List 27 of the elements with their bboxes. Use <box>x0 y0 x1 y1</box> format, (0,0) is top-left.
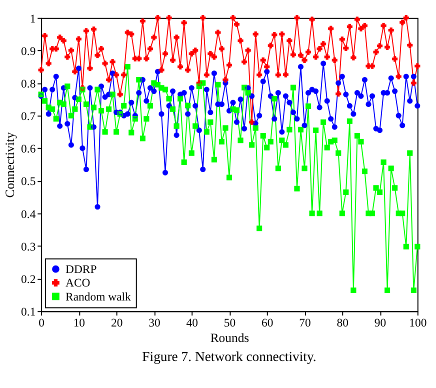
x-tick-label: 90 <box>374 316 386 330</box>
x-axis-title: Rounds <box>210 330 250 345</box>
x-tick-label: 100 <box>409 316 427 330</box>
caption: Figure 7. Network connectivity. <box>142 348 316 364</box>
y-tick-label: 0.4 <box>21 208 36 221</box>
x-tick-label: 60 <box>262 316 274 330</box>
y-tick-label: 0.7 <box>21 110 36 124</box>
legend-label: ACO <box>66 276 90 290</box>
x-tick-label: 80 <box>336 316 349 330</box>
y-tick-label: 0.3 <box>21 240 36 254</box>
y-tick-label: 0.1 <box>21 306 36 319</box>
y-tick-label: 1 <box>30 12 36 26</box>
x-tick-label: 50 <box>224 316 236 330</box>
y-tick-label: 0.9 <box>21 44 36 58</box>
y-tick-label: 0.6 <box>21 142 36 156</box>
x-tick-label: 0 <box>38 316 45 330</box>
y-tick-label: 0.2 <box>21 272 36 286</box>
y-tick-label: 0.5 <box>21 175 36 188</box>
legend-label: DDRP <box>66 263 98 276</box>
y-tick-label: 0.8 <box>21 77 36 90</box>
x-tick-label: 10 <box>73 316 86 330</box>
x-tick-label: 70 <box>299 316 312 330</box>
x-tick-label: 20 <box>110 316 123 330</box>
x-tick-label: 30 <box>148 316 160 330</box>
x-tick-label: 40 <box>186 316 198 330</box>
y-axis-title: Connectivity <box>3 132 18 198</box>
legend-label: Random walk <box>66 290 132 304</box>
